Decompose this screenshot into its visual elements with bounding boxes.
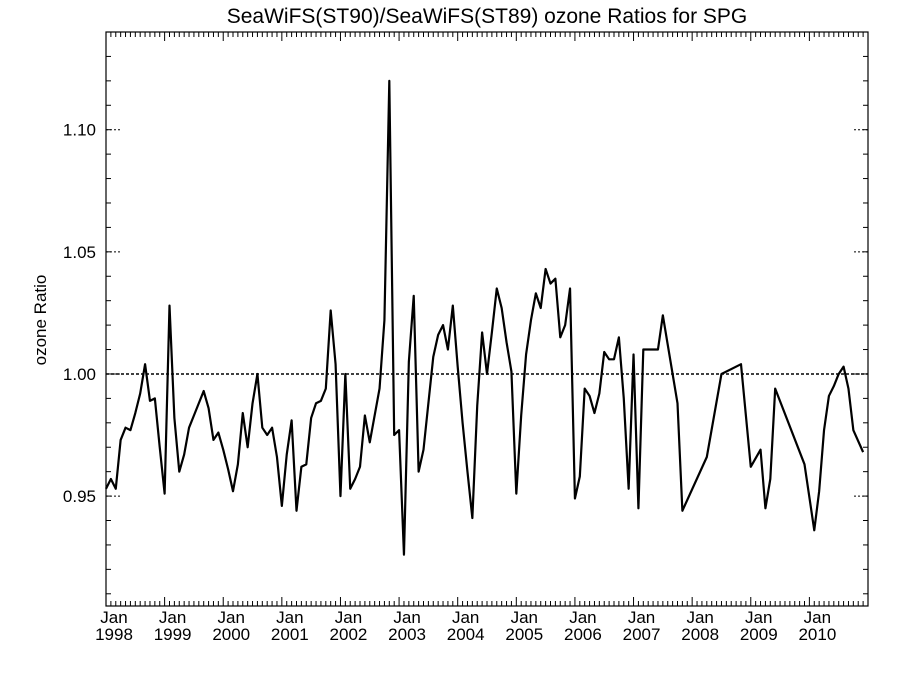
x-tick-label-month: Jan — [218, 608, 245, 627]
y-tick-label: 1.00 — [63, 365, 96, 384]
x-tick-label-year: 2007 — [623, 625, 661, 644]
series-line — [105, 79, 865, 556]
x-tick-label-year: 2000 — [212, 625, 250, 644]
x-tick-label-month: Jan — [335, 608, 362, 627]
x-tick-label-year: 2010 — [798, 625, 836, 644]
x-tick-label-year: 2005 — [505, 625, 543, 644]
x-tick-label-month: Jan — [511, 608, 538, 627]
x-tick-label-month: Jan — [628, 608, 655, 627]
x-tick-label-year: 2009 — [740, 625, 778, 644]
x-tick-label-year: 2003 — [388, 625, 426, 644]
x-tick-label-month: Jan — [100, 608, 127, 627]
x-tick-label-month: Jan — [393, 608, 420, 627]
x-tick-label-year: 1999 — [154, 625, 192, 644]
x-tick-label-month: Jan — [569, 608, 596, 627]
x-tick-label-year: 2001 — [271, 625, 309, 644]
x-tick-label-month: Jan — [804, 608, 831, 627]
x-tick-label-month: Jan — [159, 608, 186, 627]
chart-title: SeaWiFS(ST90)/SeaWiFS(ST89) ozone Ratios… — [227, 5, 748, 28]
x-tick-label-year: 2002 — [330, 625, 368, 644]
x-tick-label-month: Jan — [276, 608, 303, 627]
y-tick-label: 1.05 — [63, 243, 96, 262]
x-tick-label-year: 1998 — [95, 625, 133, 644]
y-tick-label: 0.95 — [63, 487, 96, 506]
axis-ticks — [105, 31, 869, 606]
y-axis-label: ozone Ratio — [31, 275, 50, 366]
x-tick-label-year: 2004 — [447, 625, 485, 644]
plot-frame — [105, 31, 869, 607]
tick-labels: 0.951.001.051.10Jan1998Jan1999Jan2000Jan… — [63, 121, 836, 644]
x-tick-label-year: 2008 — [681, 625, 719, 644]
x-tick-label-month: Jan — [452, 608, 479, 627]
x-tick-label-year: 2006 — [564, 625, 602, 644]
x-tick-label-month: Jan — [745, 608, 772, 627]
y-tick-label: 1.10 — [63, 121, 96, 140]
x-tick-label-month: Jan — [686, 608, 713, 627]
